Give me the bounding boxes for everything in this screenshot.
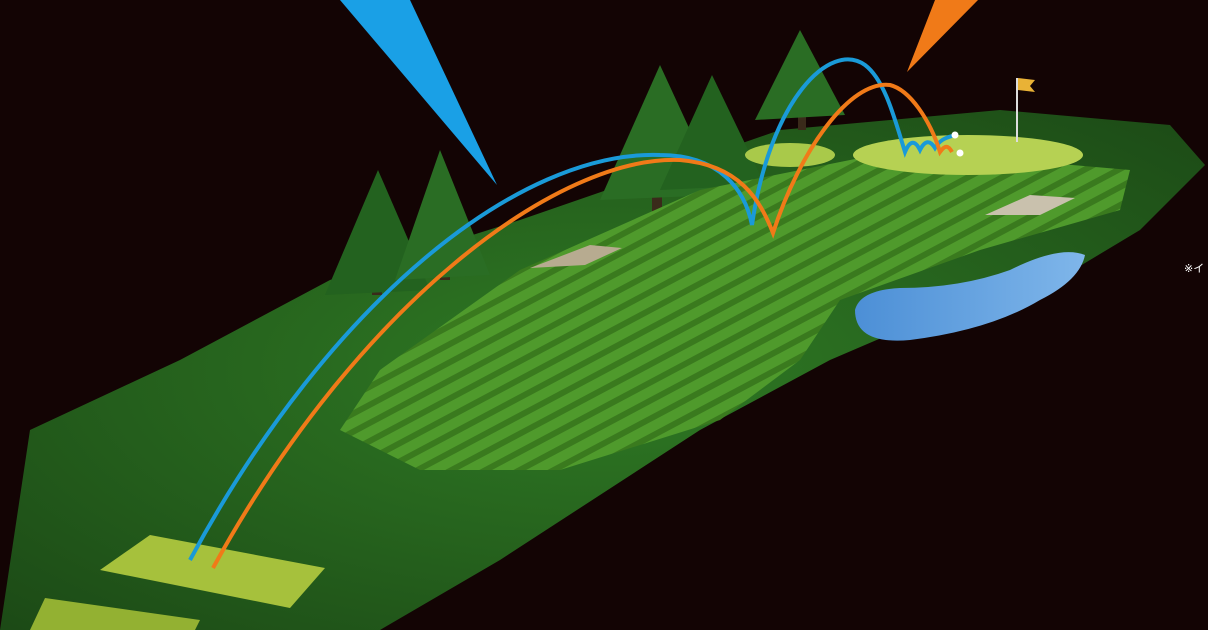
orange-trajectory (211, 82, 954, 569)
bunker (985, 195, 1075, 215)
ball (951, 131, 959, 139)
blue-pointer (340, 0, 497, 185)
fairway (340, 150, 1130, 470)
tee-box (100, 535, 325, 608)
green (853, 135, 1083, 175)
ball (956, 149, 964, 157)
caption: ※イ (1184, 262, 1204, 275)
flag (1018, 78, 1035, 92)
orange-pointer (907, 0, 978, 72)
pond (855, 252, 1085, 341)
bunker (530, 245, 622, 268)
tee-box (30, 598, 200, 630)
blue-trajectory (188, 57, 953, 561)
fore-green (745, 143, 835, 167)
